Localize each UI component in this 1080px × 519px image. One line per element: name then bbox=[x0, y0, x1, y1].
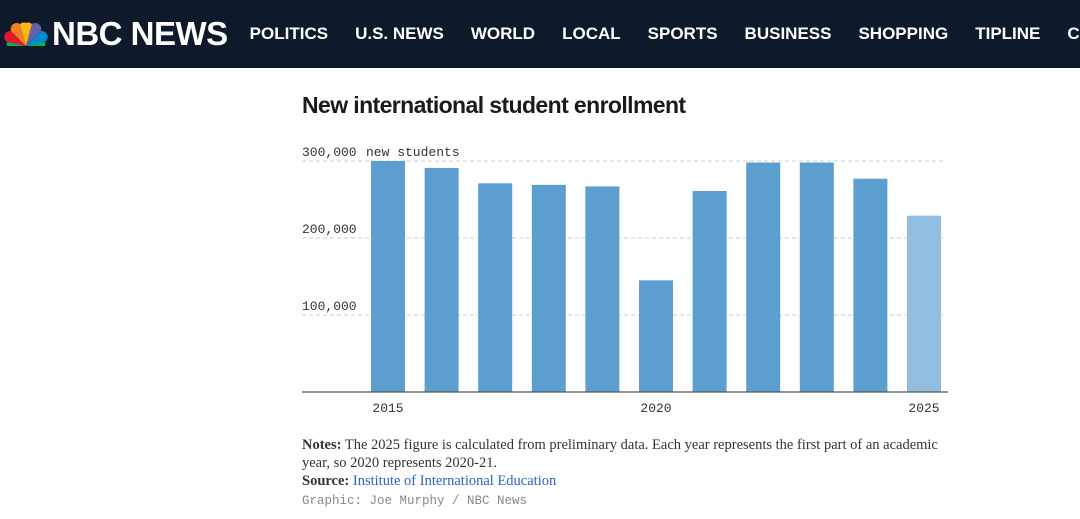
notes-text: The 2025 figure is calculated from preli… bbox=[302, 437, 938, 471]
graphic-credit: Graphic: Joe Murphy / NBC News bbox=[302, 494, 528, 508]
nbc-news-logo[interactable]: NBC NEWS bbox=[4, 15, 228, 53]
source-link[interactable]: Institute of International Education bbox=[352, 473, 557, 489]
bar-2019 bbox=[585, 186, 620, 392]
bar-2024 bbox=[853, 178, 888, 392]
y-tick-label-200000: 200,000 bbox=[302, 222, 357, 237]
y-tick-label-100000: 100,000 bbox=[302, 299, 357, 314]
nav-item-world[interactable]: WORLD bbox=[470, 24, 536, 43]
y-unit-label: new students bbox=[366, 145, 460, 160]
bar-chart: 100,000 200,000 300,000 new students 2015 202… bbox=[302, 145, 948, 416]
bar-2023 bbox=[799, 162, 834, 392]
bar-2020 bbox=[639, 280, 673, 392]
nav-item-sports[interactable]: SPORTS bbox=[647, 24, 718, 43]
nav-item-culture[interactable]: CULTURE bbox=[1067, 24, 1080, 43]
nav-item-politics[interactable]: POLITICS bbox=[249, 24, 329, 43]
bar-2015 bbox=[371, 161, 405, 392]
nav-item-u-s-news[interactable]: U.S. NEWS bbox=[355, 24, 444, 43]
logo-text: NBC NEWS bbox=[52, 15, 228, 52]
bar-2018 bbox=[531, 184, 566, 392]
bar-2016 bbox=[424, 167, 459, 392]
x-tick-label-2020: 2020 bbox=[640, 401, 671, 416]
bar-2017 bbox=[478, 183, 513, 392]
x-tick-label-2015: 2015 bbox=[372, 401, 403, 416]
source-line: Source: Institute of International Educa… bbox=[302, 472, 952, 490]
nav-item-tipline[interactable]: TIPLINE bbox=[975, 24, 1041, 43]
notes-label: Notes: bbox=[302, 437, 342, 453]
peacock-icon bbox=[4, 22, 48, 46]
y-tick-label-300000: 300,000 bbox=[302, 145, 357, 160]
chart-title: New international student enrollment bbox=[302, 92, 686, 118]
notes-line: Notes: The 2025 figure is calculated fro… bbox=[302, 436, 952, 472]
bar-2021 bbox=[692, 191, 727, 392]
top-nav-bar: NBC NEWS POLITICS U.S. NEWS WORLD LOCAL SPOR… bbox=[0, 0, 1080, 68]
nav-item-shopping[interactable]: SHOPPING bbox=[858, 24, 949, 43]
bar-2025 bbox=[907, 215, 941, 392]
bar-2022 bbox=[746, 162, 781, 392]
nav-menu: POLITICS U.S. NEWS WORLD LOCAL SPORTS BUSINES… bbox=[250, 24, 1080, 44]
nav-item-local[interactable]: LOCAL bbox=[562, 24, 621, 43]
nav-item-business[interactable]: BUSINESS bbox=[744, 24, 832, 43]
chart-notes: Notes: The 2025 figure is calculated fro… bbox=[302, 436, 952, 509]
source-label: Source: bbox=[302, 473, 350, 489]
x-tick-label-2025: 2025 bbox=[908, 401, 939, 416]
